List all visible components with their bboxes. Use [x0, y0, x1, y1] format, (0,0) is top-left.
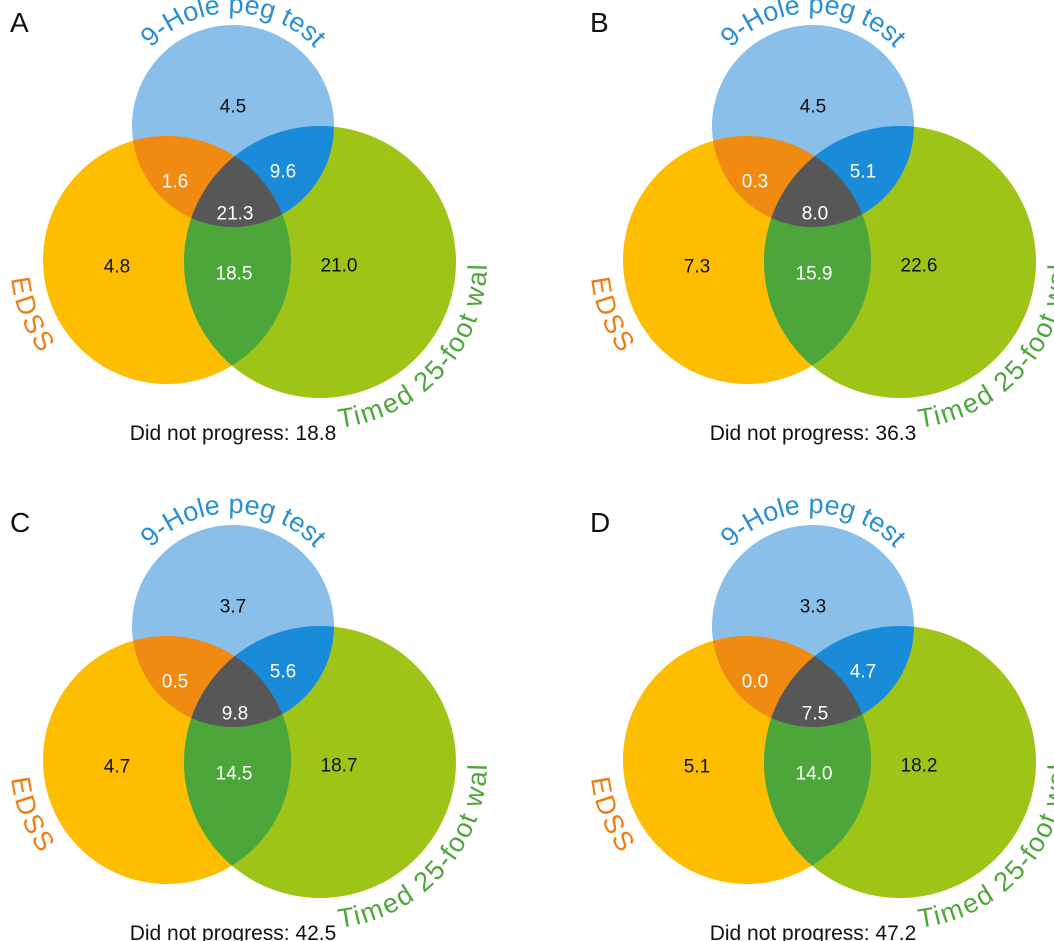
did-not-progress-text: Did not progress: 18.8 [130, 422, 337, 445]
value-peg-only: 3.3 [800, 597, 826, 618]
panel-letter: B [590, 7, 609, 38]
value-peg-edss: 0.0 [742, 672, 768, 693]
panel-letter: A [10, 7, 29, 38]
did-not-progress-text: Did not progress: 47.2 [710, 922, 917, 941]
value-walk-only: 18.2 [901, 756, 938, 777]
panel-letter: D [590, 507, 610, 538]
panel-letter: C [10, 507, 30, 538]
value-peg-walk: 4.7 [850, 662, 876, 683]
value-edss-walk: 14.0 [796, 764, 833, 785]
value-all-three: 21.3 [217, 204, 254, 225]
value-peg-only: 4.5 [220, 97, 246, 118]
did-not-progress-text: Did not progress: 42.5 [130, 922, 337, 941]
value-edss-walk: 14.5 [216, 764, 253, 785]
all-three-overlap [764, 636, 871, 727]
value-peg-edss: 0.3 [742, 172, 768, 193]
all-three-overlap [184, 136, 291, 227]
value-edss-only: 4.7 [104, 757, 130, 778]
value-all-three: 7.5 [802, 704, 828, 725]
value-edss-only: 4.8 [104, 257, 130, 278]
value-peg-walk: 5.6 [270, 662, 296, 683]
value-peg-walk: 5.1 [850, 162, 876, 183]
did-not-progress-text: Did not progress: 36.3 [710, 422, 917, 445]
value-edss-walk: 18.5 [216, 264, 253, 285]
value-peg-only: 4.5 [800, 97, 826, 118]
value-peg-edss: 1.6 [162, 172, 188, 193]
all-three-overlap [184, 636, 291, 727]
value-edss-only: 5.1 [684, 757, 710, 778]
all-three-overlap [764, 136, 871, 227]
value-peg-only: 3.7 [220, 597, 246, 618]
value-edss-walk: 15.9 [796, 264, 833, 285]
value-walk-only: 22.6 [901, 256, 938, 277]
value-peg-walk: 9.6 [270, 162, 296, 183]
value-walk-only: 18.7 [321, 756, 358, 777]
venn-panel-a: A4.51.6 9.621.34.8 18.5 21.09-Hole peg test… [0, 0, 493, 445]
value-all-three: 8.0 [802, 204, 828, 225]
value-walk-only: 21.0 [321, 256, 358, 277]
value-peg-edss: 0.5 [162, 672, 188, 693]
value-all-three: 9.8 [222, 704, 248, 725]
value-edss-only: 7.3 [684, 257, 710, 278]
